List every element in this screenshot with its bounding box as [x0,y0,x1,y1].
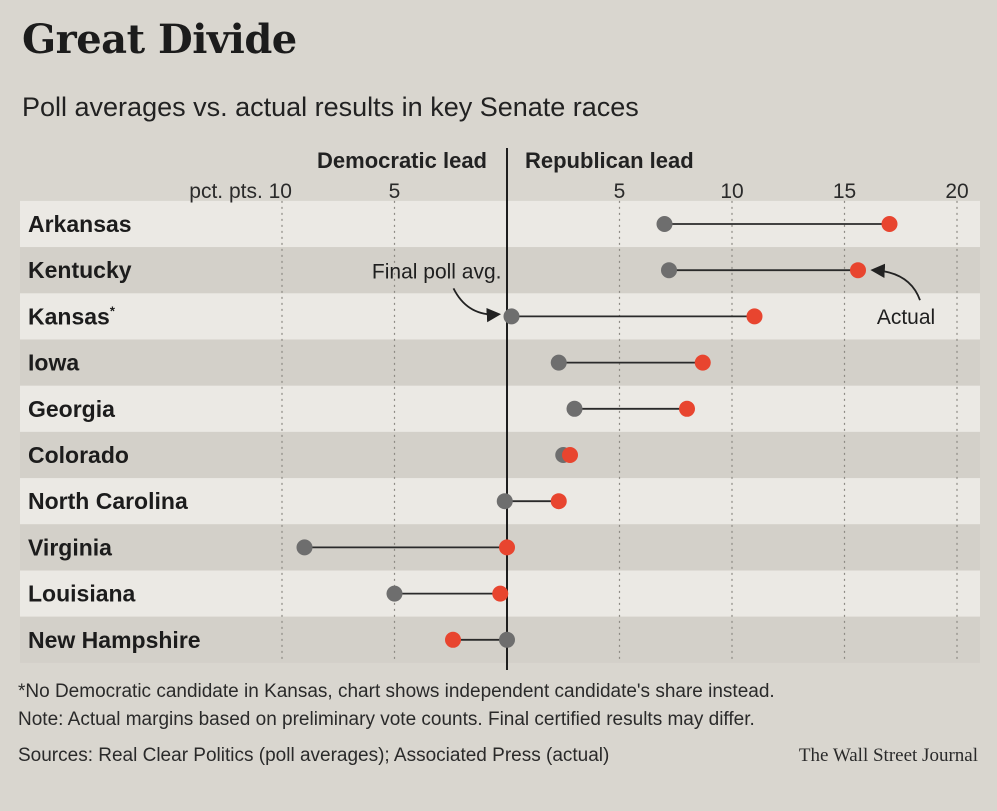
chart-notes: *No Democratic candidate in Kansas, char… [18,678,978,770]
tick-label: 20 [945,180,968,203]
state-label: Arkansas [28,211,132,237]
democratic-lead-header: Democratic lead [317,148,487,173]
poll-dot [386,585,403,602]
race-row: North Carolina [28,488,567,514]
actual-dot [881,216,898,232]
publisher-credit: The Wall Street Journal [798,745,978,766]
row-band [20,293,980,340]
row-band [20,385,980,432]
poll-dot [496,493,513,510]
poll-dot [566,400,583,417]
poll-annotation: Final poll avg. [372,260,502,283]
race-row: New Hampshire [28,627,515,653]
actual-dot [499,539,515,556]
tick-label: pct. pts. 10 [189,180,292,203]
tick-label: 5 [389,180,401,203]
state-label: Iowa [28,350,79,376]
sources-row: Sources: Real Clear Politics (poll avera… [18,742,978,770]
row-band [20,431,980,479]
actual-dot [694,354,711,371]
state-label: Colorado [28,442,129,468]
poll-dot [503,308,520,325]
chart-title: Great Divide [22,16,297,63]
tick-label: 10 [720,180,743,203]
race-row: Arkansas [28,211,898,237]
tick-label: 15 [833,180,856,203]
actual-dot [850,262,866,279]
sources-text: Sources: Real Clear Politics (poll avera… [18,745,610,766]
actual-dot [562,447,578,463]
race-row: Louisiana [28,581,509,607]
actual-dot [550,493,567,510]
footnote-marker: * [110,303,116,318]
race-row: Georgia [28,396,695,422]
actual-dot [445,631,461,648]
poll-dot [656,216,673,232]
poll-annotation-arrow [452,287,502,323]
actual-annotation-arrow [870,263,921,301]
race-row: Kansas* [28,303,763,329]
state-label: Louisiana [28,581,136,607]
republican-lead-header: Republican lead [525,148,694,173]
actual-annotation: Actual [877,306,935,329]
state-label: Virginia [28,534,112,560]
race-row: Colorado [28,442,578,468]
race-row: Virginia [28,534,515,560]
state-label: North Carolina [28,488,188,514]
actual-dot [679,400,695,417]
poll-dot [499,631,515,648]
row-band [20,339,980,386]
general-note: Note: Actual margins based on preliminar… [18,709,755,730]
kansas-footnote: *No Democratic candidate in Kansas, char… [18,681,775,702]
actual-dot [492,585,509,602]
dot-range-chart: Democratic lead Republican lead pct. pts.… [20,148,980,670]
chart-subtitle: Poll averages vs. actual results in key … [22,92,639,122]
state-label: Kentucky [28,257,132,283]
poll-dot [661,262,677,279]
state-label: Kansas* [28,303,116,329]
tick-label: 5 [614,180,626,203]
race-row: Kentucky [28,257,866,283]
state-label: New Hampshire [28,627,201,653]
state-label: Georgia [28,396,115,422]
actual-dot [746,308,763,325]
poll-dot [550,354,567,371]
race-row: Iowa [28,350,711,376]
poll-dot [296,539,313,556]
